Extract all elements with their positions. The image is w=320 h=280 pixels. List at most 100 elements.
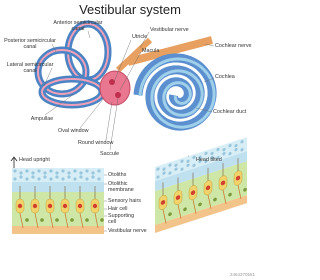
- label: Macula: [142, 48, 159, 54]
- label: Ampullae: [31, 116, 53, 122]
- otolith: [228, 143, 232, 148]
- membrane: [12, 182, 104, 192]
- otolith: [180, 167, 184, 171]
- label: Cochlear duct: [213, 109, 247, 115]
- nucleus: [190, 190, 196, 195]
- otolith: [162, 171, 166, 175]
- label-line: canal: [24, 44, 37, 50]
- nerve-fiber: [222, 189, 227, 205]
- nerve-fiber: [237, 184, 242, 200]
- vestibular-nerve: [115, 37, 153, 73]
- label: Utricle: [132, 34, 147, 40]
- diagram: Vestibular system Anterior semicircular c…: [4, 2, 255, 277]
- otolith: [234, 148, 238, 152]
- label-line: membrane: [108, 187, 134, 193]
- otolith: [85, 177, 89, 181]
- vestibule: [99, 70, 131, 106]
- title: Vestibular system: [79, 2, 181, 17]
- otolith: [37, 177, 41, 181]
- support-nucleus: [243, 187, 247, 192]
- otolith: [198, 159, 202, 164]
- otolith: [13, 169, 17, 173]
- otolith: [43, 171, 47, 175]
- leader: [119, 51, 142, 91]
- label-line: Otoliths: [108, 172, 127, 178]
- nerve-fiber: [192, 199, 197, 214]
- otolith: [174, 167, 178, 171]
- otolith: [168, 171, 172, 175]
- nerve-fiber: [34, 212, 39, 229]
- otolith: [168, 163, 172, 167]
- leader: [79, 97, 105, 129]
- otolith: [97, 169, 101, 173]
- panel-tilted: [155, 137, 247, 234]
- otolith: [31, 171, 35, 175]
- support-nucleus: [85, 218, 89, 222]
- support-nucleus: [25, 218, 29, 222]
- leader: [109, 97, 119, 151]
- panel-upright: [12, 168, 104, 234]
- otolith: [25, 177, 29, 181]
- otolith: [210, 151, 214, 156]
- otolith: [73, 169, 77, 173]
- nucleus: [220, 180, 226, 186]
- label: Otoliths: [108, 172, 127, 178]
- nucleus: [62, 203, 68, 209]
- label: Sensory hairs: [108, 198, 141, 204]
- otolith: [186, 163, 190, 167]
- label-line: Cochlear nerve: [215, 43, 252, 49]
- nerve-fiber: [207, 194, 212, 210]
- otolith: [162, 167, 166, 171]
- leader: [105, 101, 113, 141]
- panel-title: Head tilted: [196, 157, 222, 163]
- leader: [113, 39, 132, 83]
- label: Cochlear nerve: [215, 43, 252, 49]
- support-nucleus: [213, 197, 217, 202]
- otolith: [204, 159, 208, 164]
- otolith: [222, 151, 226, 156]
- nerve-fiber: [94, 212, 99, 229]
- nerve-fiber: [79, 212, 84, 229]
- support-nucleus: [228, 192, 232, 197]
- label: Posterior semicircular canal: [4, 38, 56, 50]
- label-line: Supporting: [108, 213, 134, 219]
- utricle: [109, 79, 115, 85]
- label: Vestibular nerve: [150, 27, 189, 33]
- leader: [139, 31, 150, 49]
- label-line: Posterior semicircular: [4, 38, 56, 44]
- nucleus: [160, 200, 166, 205]
- label: Oval window: [58, 128, 89, 134]
- panel-title: Head upright: [19, 157, 50, 163]
- otolith: [79, 175, 83, 179]
- nucleus: [235, 175, 241, 181]
- otolith: [55, 171, 59, 175]
- label: Cochlea: [215, 74, 235, 80]
- nerve-layer: [155, 195, 247, 234]
- label: Round window: [78, 140, 113, 146]
- label: Lateral semicircular canal: [7, 62, 54, 74]
- leader: [44, 93, 75, 116]
- otolith: [216, 155, 220, 160]
- otolith: [19, 171, 23, 175]
- otolith: [198, 155, 202, 160]
- label-line: Hair cell: [108, 206, 127, 212]
- otolith: [19, 175, 23, 179]
- support-nucleus: [100, 218, 104, 222]
- label-line: Cochlea: [215, 74, 235, 80]
- nucleus: [77, 203, 83, 209]
- nerve-fiber: [64, 212, 69, 229]
- label-line: Saccule: [100, 151, 119, 157]
- label: Otolithic membrane: [108, 181, 134, 193]
- nerve-fiber: [49, 212, 54, 229]
- support-nucleus: [70, 218, 74, 222]
- otolith: [156, 175, 160, 179]
- label: Saccule: [100, 151, 119, 157]
- leader-lines: [43, 30, 215, 232]
- otolith: [25, 169, 29, 173]
- support-nucleus: [198, 202, 202, 207]
- otolith: [55, 175, 59, 179]
- otolith: [228, 151, 232, 156]
- otolith: [85, 169, 89, 173]
- otolith: [192, 163, 196, 168]
- nucleus: [92, 203, 98, 209]
